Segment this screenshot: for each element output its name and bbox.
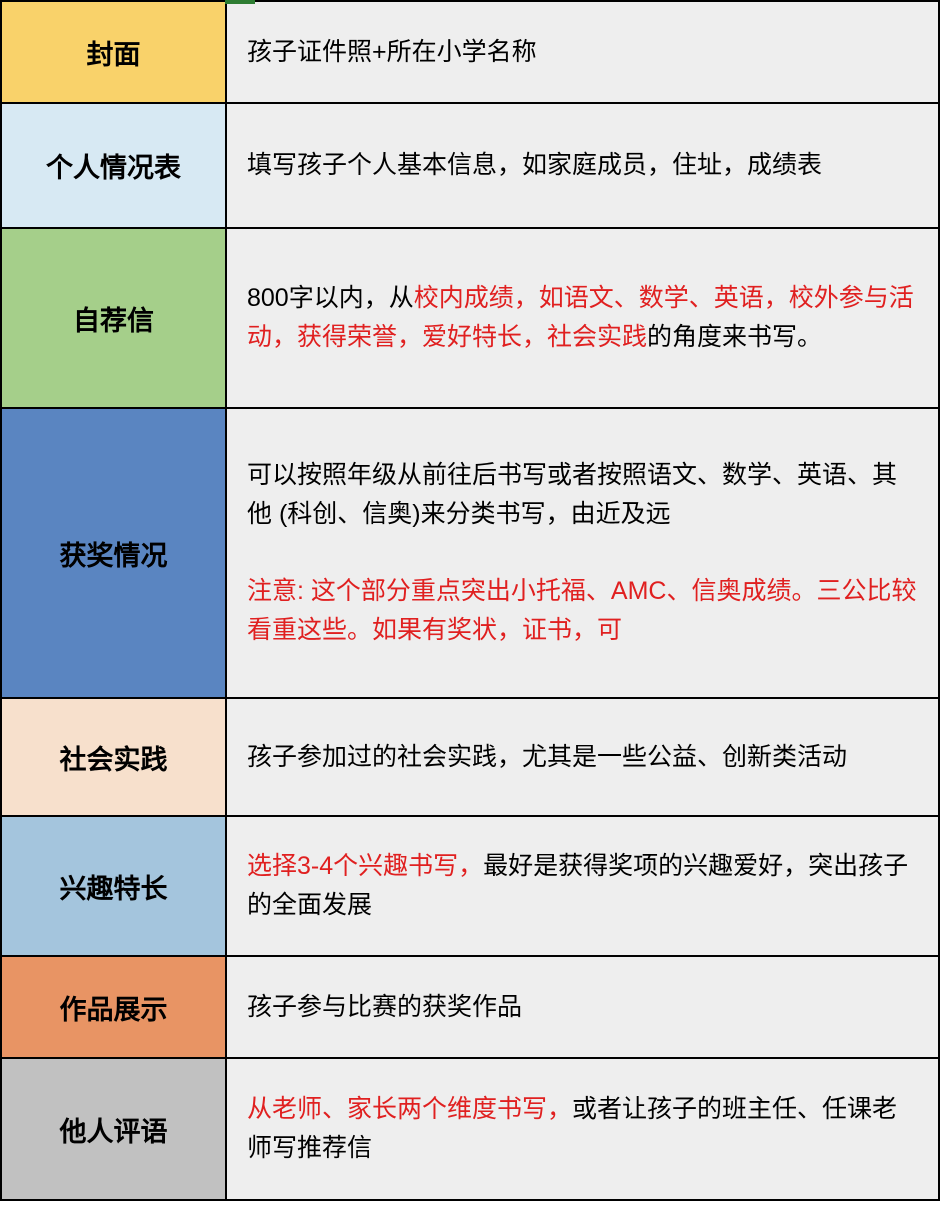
section-content-interests: 选择3-4个兴趣书写，最好是获得奖项的兴趣爱好，突出孩子的全面发展 bbox=[227, 817, 938, 955]
highlight-text: 注意: 这个部分重点突出小托福、AMC、信奥成绩。三公比较看重这些。如果有奖状，… bbox=[247, 577, 916, 644]
section-label-awards: 获奖情况 bbox=[2, 409, 227, 697]
body-text: 填写孩子个人基本信息，如家庭成员，住址，成绩表 bbox=[247, 151, 822, 179]
section-label-review: 他人评语 bbox=[2, 1059, 227, 1199]
section-content-practice: 孩子参加过的社会实践，尤其是一些公益、创新类活动 bbox=[227, 699, 938, 815]
section-content-works: 孩子参与比赛的获奖作品 bbox=[227, 957, 938, 1057]
section-content-personal: 填写孩子个人基本信息，如家庭成员，住址，成绩表 bbox=[227, 104, 938, 227]
table-row: 获奖情况可以按照年级从前往后书写或者按照语文、数学、英语、其他 (科创、信奥)来… bbox=[2, 409, 938, 699]
content-paragraph: 可以按照年级从前往后书写或者按照语文、数学、英语、其他 (科创、信奥)来分类书写… bbox=[247, 456, 918, 534]
section-content-cover: 孩子证件照+所在小学名称 bbox=[227, 2, 938, 102]
body-text: 800字以内，从 bbox=[247, 284, 414, 312]
highlight-text: 从老师、家长两个维度书写， bbox=[247, 1095, 572, 1123]
content-inner: 孩子参与比赛的获奖作品 bbox=[247, 988, 918, 1027]
section-label-personal: 个人情况表 bbox=[2, 104, 227, 227]
content-inner: 选择3-4个兴趣书写，最好是获得奖项的兴趣爱好，突出孩子的全面发展 bbox=[247, 847, 918, 925]
table-row: 封面孩子证件照+所在小学名称 bbox=[2, 2, 938, 104]
section-label-works: 作品展示 bbox=[2, 957, 227, 1057]
section-label-interests: 兴趣特长 bbox=[2, 817, 227, 955]
highlight-text: 选择3-4个兴趣书写， bbox=[247, 852, 483, 880]
content-inner: 800字以内，从校内成绩，如语文、数学、英语，校外参与活动，获得荣誉，爱好特长，… bbox=[247, 279, 918, 357]
table-wrapper: 封面孩子证件照+所在小学名称个人情况表填写孩子个人基本信息，如家庭成员，住址，成… bbox=[0, 0, 940, 1201]
table-row: 兴趣特长选择3-4个兴趣书写，最好是获得奖项的兴趣爱好，突出孩子的全面发展 bbox=[2, 817, 938, 957]
content-inner: 孩子证件照+所在小学名称 bbox=[247, 33, 918, 72]
table-row: 自荐信 800字以内，从校内成绩，如语文、数学、英语，校外参与活动，获得荣誉，爱好… bbox=[2, 229, 938, 409]
table-row: 社会实践孩子参加过的社会实践，尤其是一些公益、创新类活动 bbox=[2, 699, 938, 817]
content-inner: 从老师、家长两个维度书写，或者让孩子的班主任、任课老师写推荐信 bbox=[247, 1090, 918, 1168]
body-text: 孩子参加过的社会实践，尤其是一些公益、创新类活动 bbox=[247, 743, 847, 771]
content-inner: 填写孩子个人基本信息，如家庭成员，住址，成绩表 bbox=[247, 146, 918, 185]
section-content-awards: 可以按照年级从前往后书写或者按照语文、数学、英语、其他 (科创、信奥)来分类书写… bbox=[227, 409, 938, 697]
table-row: 他人评语从老师、家长两个维度书写，或者让孩子的班主任、任课老师写推荐信 bbox=[2, 1059, 938, 1199]
section-content-letter: 800字以内，从校内成绩，如语文、数学、英语，校外参与活动，获得荣誉，爱好特长，… bbox=[227, 229, 938, 407]
body-text: 孩子证件照+所在小学名称 bbox=[247, 38, 537, 66]
body-text: 可以按照年级从前往后书写或者按照语文、数学、英语、其他 (科创、信奥)来分类书写… bbox=[247, 461, 897, 528]
section-label-practice: 社会实践 bbox=[2, 699, 227, 815]
section-label-cover: 封面 bbox=[2, 2, 227, 102]
content-inner: 孩子参加过的社会实践，尤其是一些公益、创新类活动 bbox=[247, 738, 918, 777]
table-row: 作品展示孩子参与比赛的获奖作品 bbox=[2, 957, 938, 1059]
body-text: 孩子参与比赛的获奖作品 bbox=[247, 993, 522, 1021]
top-green-marker bbox=[225, 0, 255, 4]
body-text: 的角度来书写。 bbox=[647, 323, 822, 351]
content-inner: 可以按照年级从前往后书写或者按照语文、数学、英语、其他 (科创、信奥)来分类书写… bbox=[247, 456, 918, 650]
content-paragraph: 注意: 这个部分重点突出小托福、AMC、信奥成绩。三公比较看重这些。如果有奖状，… bbox=[247, 572, 918, 650]
portfolio-sections-table: 封面孩子证件照+所在小学名称个人情况表填写孩子个人基本信息，如家庭成员，住址，成… bbox=[0, 0, 940, 1201]
section-content-review: 从老师、家长两个维度书写，或者让孩子的班主任、任课老师写推荐信 bbox=[227, 1059, 938, 1199]
table-row: 个人情况表填写孩子个人基本信息，如家庭成员，住址，成绩表 bbox=[2, 104, 938, 229]
section-label-letter: 自荐信 bbox=[2, 229, 227, 407]
